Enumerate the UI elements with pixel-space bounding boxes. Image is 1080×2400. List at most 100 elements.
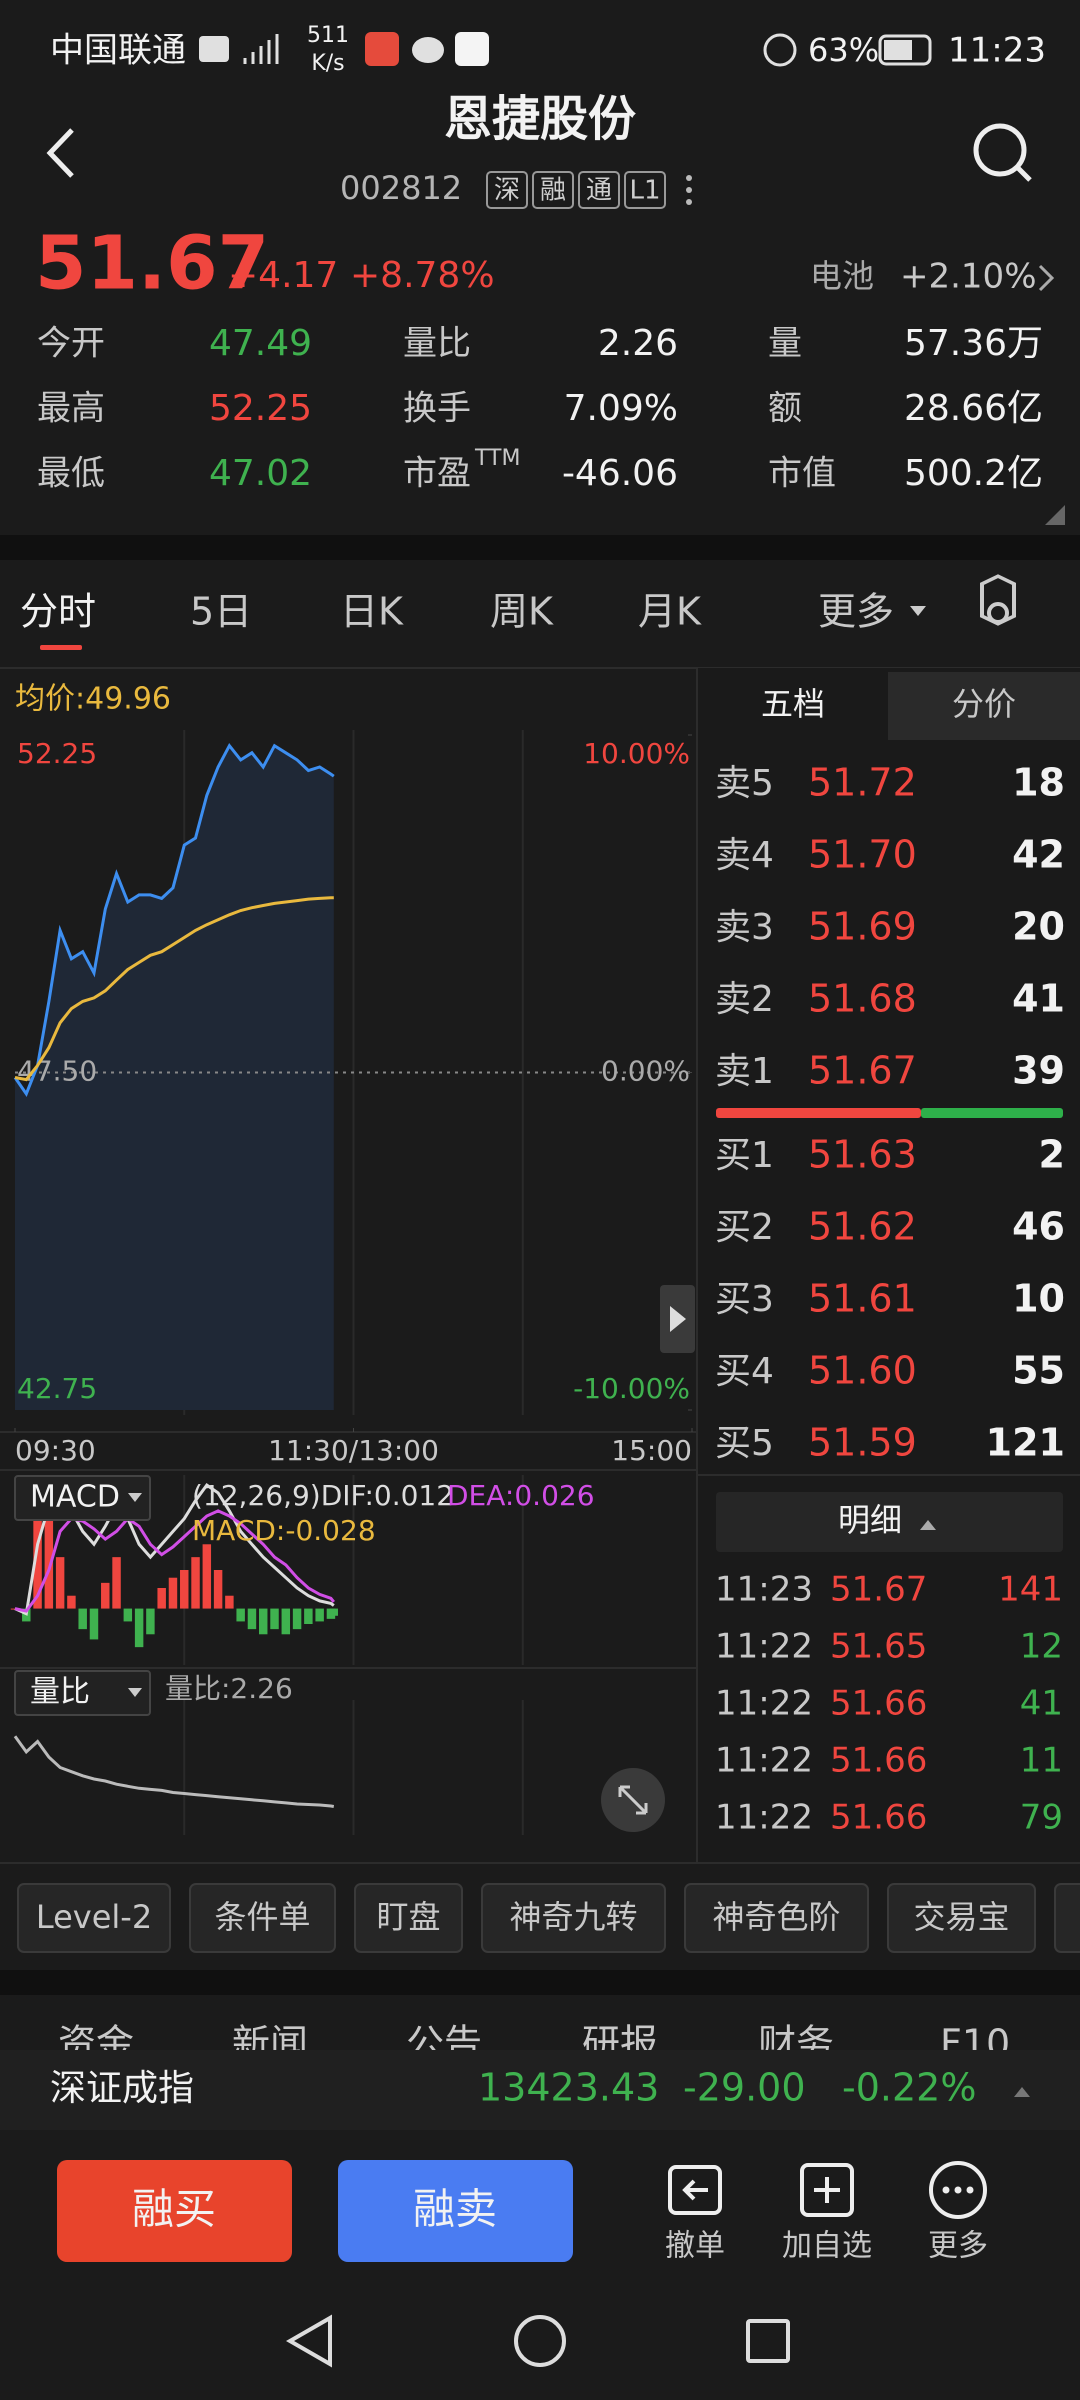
battery-level-text: 63% xyxy=(808,31,879,69)
tool-button xyxy=(1054,1883,1080,1953)
book-price: 51.59 xyxy=(808,1421,917,1465)
expand-arrow[interactable] xyxy=(1014,2087,1030,2097)
separator xyxy=(0,535,1080,560)
stat-value: 47.49 xyxy=(209,323,312,364)
battery-icon xyxy=(878,34,932,66)
indicator-selector[interactable] xyxy=(14,1475,151,1521)
stat-label: 今开 xyxy=(37,324,105,364)
more-dots[interactable] xyxy=(686,175,692,205)
tool-button[interactable] xyxy=(887,1883,1036,1953)
macd-bar xyxy=(89,1608,99,1640)
series-line xyxy=(14,896,334,1082)
tool-button[interactable] xyxy=(481,1883,666,1953)
book-price: 51.60 xyxy=(808,1349,917,1393)
tab-underline xyxy=(40,645,82,650)
stat-value: 28.66亿 xyxy=(904,388,1043,429)
macd-bar xyxy=(146,1608,155,1635)
stat-label: 额 xyxy=(768,389,802,429)
y2-tick-label: 0.00% xyxy=(601,1055,690,1088)
stat-label: 最高 xyxy=(37,389,105,429)
trade-price: 51.67 xyxy=(830,1570,927,1610)
trade-price: 51.66 xyxy=(830,1684,927,1724)
settings-button[interactable] xyxy=(980,574,1016,626)
tab[interactable]: 5日 xyxy=(190,590,252,634)
detail-header[interactable] xyxy=(716,1492,1063,1552)
macd-bar xyxy=(33,1518,42,1609)
macd-bar xyxy=(112,1557,121,1609)
nav-back[interactable] xyxy=(285,2314,332,2368)
tool-button[interactable] xyxy=(17,1883,171,1953)
book-label: 买4 xyxy=(715,1351,774,1392)
book-label: 卖3 xyxy=(715,907,774,948)
book-label: 买1 xyxy=(715,1135,774,1176)
avg-price-label: 均价:49.96 xyxy=(15,682,171,717)
detail-title[interactable]: 明细 xyxy=(838,1501,902,1539)
macd-bar xyxy=(168,1577,178,1609)
tag-box xyxy=(578,171,620,209)
tab[interactable]: 日K xyxy=(340,590,404,634)
search-icon xyxy=(1015,165,1032,182)
dropdown-arrow xyxy=(910,606,926,616)
nav-recent[interactable] xyxy=(746,2319,790,2363)
fullscreen-icon xyxy=(618,1785,648,1815)
signal-icon xyxy=(243,34,279,64)
nav-home[interactable] xyxy=(514,2315,566,2367)
legend-item: MACD:-0.028 xyxy=(192,1514,376,1547)
price-change: +4.17 xyxy=(228,255,338,296)
tag-box xyxy=(486,171,528,209)
search-button[interactable] xyxy=(973,123,1032,182)
macd-bar xyxy=(134,1608,144,1648)
hd-icon xyxy=(199,36,229,62)
tool-label: Level-2 xyxy=(36,1898,152,1936)
macd-bar xyxy=(247,1608,257,1630)
sell-button[interactable] xyxy=(338,2160,573,2262)
macd-bar xyxy=(281,1608,291,1635)
chevron[interactable] xyxy=(1038,264,1055,292)
stat-value: 52.25 xyxy=(209,388,312,429)
app-icon xyxy=(455,32,489,66)
trade-price: 51.66 xyxy=(830,1741,927,1781)
tab[interactable]: 更多 xyxy=(818,590,894,634)
ratio-bar-bid xyxy=(921,1108,1063,1118)
stat-value: 2.26 xyxy=(598,323,678,364)
action-label[interactable]: 加自选 xyxy=(782,2229,872,2264)
watch-icon[interactable] xyxy=(800,2163,854,2217)
tab[interactable]: 月K xyxy=(638,590,702,634)
tab[interactable]: 分时 xyxy=(20,590,96,634)
indicator-selector[interactable] xyxy=(14,1670,151,1716)
book-price: 51.69 xyxy=(808,905,917,949)
action-label[interactable]: 撤单 xyxy=(665,2229,725,2264)
tool-button[interactable] xyxy=(189,1883,336,1953)
ratio-bar-ask xyxy=(716,1108,921,1118)
macd-bar xyxy=(101,1582,110,1609)
tool-button[interactable] xyxy=(684,1883,869,1953)
back-button[interactable] xyxy=(46,128,74,178)
tab-inactive[interactable] xyxy=(888,672,1080,740)
macd-bar xyxy=(315,1608,324,1622)
order-panel xyxy=(698,668,1080,1863)
buy-button[interactable] xyxy=(57,2160,292,2262)
tab[interactable]: 周K xyxy=(490,590,554,634)
macd-bar xyxy=(44,1492,54,1609)
trade-time: 11:22 xyxy=(715,1798,813,1838)
book-tab[interactable]: 五档 xyxy=(761,685,825,723)
stat-label: 换手 xyxy=(403,389,471,429)
macd-bar xyxy=(329,1608,338,1616)
more-icon[interactable] xyxy=(929,2161,987,2219)
tool-button[interactable] xyxy=(354,1883,463,1953)
book-volume: 55 xyxy=(1012,1349,1065,1393)
price-area xyxy=(15,745,334,1410)
action-label[interactable]: 更多 xyxy=(928,2229,988,2264)
y-tick-label: 42.75 xyxy=(17,1372,97,1405)
stat-label: 量比 xyxy=(403,324,471,364)
stat-label: 市盈 xyxy=(403,454,471,494)
trade-time: 11:23 xyxy=(715,1570,813,1610)
book-tab[interactable]: 分价 xyxy=(952,685,1016,723)
book-price: 51.61 xyxy=(808,1277,917,1321)
cancel-icon[interactable] xyxy=(668,2165,722,2215)
book-label: 卖2 xyxy=(715,979,774,1020)
legend-item: (12,26,9)DIF:0.012 xyxy=(192,1479,454,1512)
macd-bar xyxy=(270,1608,279,1630)
series-line xyxy=(13,1735,335,1808)
